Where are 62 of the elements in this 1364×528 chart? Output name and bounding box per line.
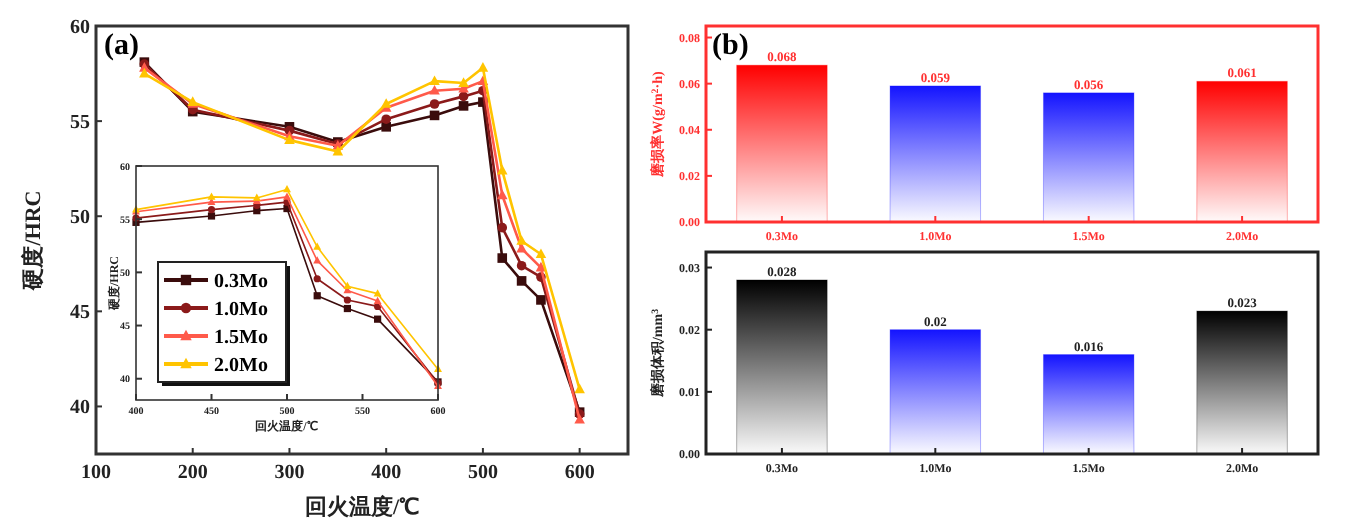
point <box>139 67 150 78</box>
annotation: (a) <box>104 30 139 62</box>
legend-label: 0.3Mo <box>214 271 268 293</box>
point <box>373 296 382 304</box>
point <box>207 192 216 200</box>
point <box>374 315 382 323</box>
point <box>477 62 489 72</box>
x-tick-label: 100 <box>81 462 111 484</box>
point <box>458 77 469 87</box>
point <box>313 275 321 283</box>
point <box>574 414 585 424</box>
point <box>207 206 216 214</box>
point <box>516 235 527 245</box>
x-tick-label: 500 <box>467 462 498 484</box>
annotation: (b) <box>712 30 749 62</box>
bar <box>889 85 982 223</box>
point <box>313 292 321 300</box>
point <box>343 281 352 290</box>
x-axis-title: 回火温度/℃ <box>304 494 420 520</box>
bar <box>1042 92 1135 223</box>
point <box>516 260 527 271</box>
point <box>497 222 508 233</box>
y-tick-label: 55 <box>70 112 90 135</box>
bar <box>1196 310 1288 455</box>
bar <box>889 329 982 455</box>
x-tick-label: 200 <box>177 462 208 484</box>
point <box>283 192 291 200</box>
point <box>381 114 391 125</box>
point <box>429 99 440 109</box>
point <box>313 256 322 264</box>
x-tick-label: 300 <box>274 462 305 484</box>
point <box>516 276 527 286</box>
legend-label: 1.0Mo <box>214 299 268 321</box>
x-tick-label: 400 <box>371 462 402 484</box>
point <box>283 185 291 193</box>
x-tick-label: 600 <box>564 462 595 484</box>
point <box>497 253 508 263</box>
point <box>429 75 440 85</box>
point <box>536 295 546 305</box>
bar <box>1042 354 1135 455</box>
point <box>429 84 440 95</box>
point <box>496 189 508 200</box>
point <box>458 101 469 111</box>
legend-label: 2.0Mo <box>214 355 268 377</box>
bar <box>736 279 828 455</box>
point <box>207 212 216 220</box>
point <box>343 296 351 304</box>
y-tick-label: 40 <box>70 397 90 420</box>
point <box>332 145 344 156</box>
y-tick-label: 50 <box>70 207 90 230</box>
point <box>496 164 508 175</box>
bar <box>1196 80 1288 223</box>
point <box>373 289 382 297</box>
y-tick-label: 60 <box>70 17 90 39</box>
legend-label: 1.5Mo <box>214 327 268 349</box>
y-axis-title: 硬度/HRC <box>20 190 46 292</box>
point <box>574 383 585 394</box>
point <box>313 242 322 250</box>
point <box>535 248 547 259</box>
y-tick-label: 45 <box>70 302 90 325</box>
point <box>343 304 351 313</box>
bar <box>736 64 828 223</box>
